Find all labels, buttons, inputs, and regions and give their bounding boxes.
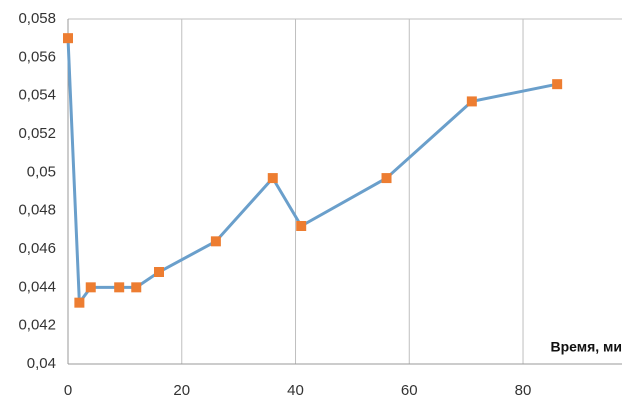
data-point	[131, 282, 142, 293]
data-point	[210, 236, 221, 247]
data-point	[74, 297, 85, 308]
y-tick-label: 0,04	[27, 355, 56, 372]
data-point	[154, 267, 165, 277]
data-point	[381, 173, 392, 184]
y-tick-label: 0,05	[27, 163, 56, 180]
y-tick-label: 0,046	[18, 240, 56, 257]
y-tick-label: 0,052	[18, 125, 56, 142]
y-tick-label: 0,056	[18, 48, 56, 65]
data-point	[114, 282, 125, 293]
x-axis-label: Время, ми	[550, 339, 622, 355]
data-point	[85, 282, 96, 293]
data-point	[552, 79, 563, 90]
data-point	[466, 96, 477, 107]
y-tick-label: 0,048	[18, 202, 56, 219]
x-tick-label: 20	[173, 382, 190, 399]
y-tick-label: 0,044	[18, 278, 56, 295]
x-tick-label: 80	[515, 382, 532, 399]
y-tick-label: 0,058	[18, 10, 56, 27]
data-point	[296, 221, 307, 231]
data-point	[267, 173, 278, 184]
y-tick-label: 0,042	[18, 317, 56, 334]
x-tick-label: 0	[64, 382, 72, 399]
y-tick-label: 0,054	[18, 87, 56, 104]
x-tick-label: 40	[287, 382, 304, 399]
x-tick-label: 60	[401, 382, 418, 399]
data-line	[66, 38, 558, 307]
data-point	[63, 33, 73, 44]
